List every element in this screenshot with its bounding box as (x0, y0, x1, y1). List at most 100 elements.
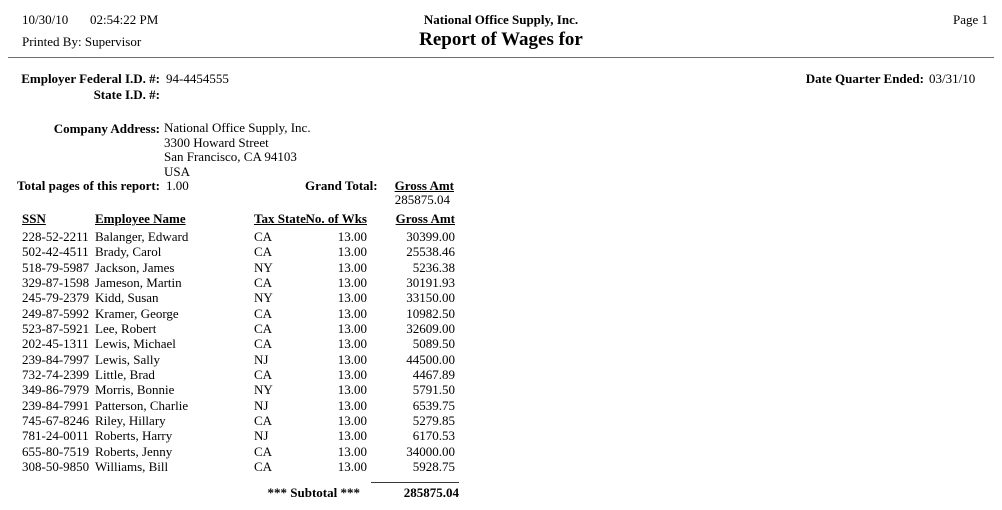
cell-gross-amt: 5928.75 (412, 458, 455, 474)
cell-gross-amt: 30191.93 (406, 274, 455, 290)
header-divider (8, 57, 994, 58)
cell-tax-state: NJ (254, 428, 269, 444)
cell-gross-amt: 32609.00 (406, 320, 455, 336)
cell-gross-amt: 4467.89 (412, 366, 455, 382)
federal-id-value: 94-4454555 (166, 71, 229, 86)
cell-ssn: 245-79-2379 (22, 290, 90, 306)
cell-no-of-wks: 13.00 (337, 458, 367, 474)
report-title: Report of Wages for (419, 29, 583, 50)
cell-no-of-wks: 13.00 (337, 351, 367, 367)
cell-ssn: 655-80-7519 (22, 443, 90, 459)
cell-gross-amt: 10982.50 (406, 305, 455, 321)
cell-no-of-wks: 13.00 (337, 320, 367, 336)
cell-no-of-wks: 13.00 (337, 382, 367, 398)
cell-tax-state: NY (254, 382, 273, 398)
cell-employee-name: Jackson, James (95, 259, 175, 275)
gross-amt-header-text: Gross Amt (394, 178, 454, 193)
subtotal-rule (371, 482, 459, 483)
header-employee-name: Employee Name (95, 211, 186, 226)
header-no-of-wks: No. of Wks (305, 211, 367, 226)
cell-no-of-wks: 13.00 (337, 412, 367, 428)
cell-gross-amt: 5279.85 (412, 412, 455, 428)
table-row: 239-84-7991 Patterson, Charlie NJ 13.00 … (0, 398, 1002, 413)
cell-ssn: 781-24-0011 (22, 428, 89, 444)
cell-ssn: 329-87-1598 (22, 274, 90, 290)
table-row: 245-79-2379 Kidd, Susan NY 13.00 33150.0… (0, 290, 1002, 305)
table-row: 349-86-7979 Morris, Bonnie NY 13.00 5791… (0, 382, 1002, 397)
cell-employee-name: Brady, Carol (95, 244, 162, 260)
quarter-ended-value: 03/31/10 (929, 71, 976, 86)
cell-no-of-wks: 13.00 (337, 229, 367, 244)
cell-employee-name: Roberts, Jenny (95, 443, 173, 459)
cell-gross-amt: 6170.53 (412, 428, 455, 444)
table-row: 239-84-7997 Lewis, Sally NJ 13.00 44500.… (0, 352, 1002, 367)
page-number: Page 1 (952, 12, 988, 27)
cell-ssn: 518-79-5987 (22, 259, 90, 275)
cell-gross-amt: 6539.75 (412, 397, 455, 413)
cell-tax-state: CA (254, 412, 273, 428)
header-gross-amt: Gross Amt (395, 211, 455, 226)
cell-ssn: 202-45-1311 (22, 336, 89, 352)
subtotal-value: 285875.04 (403, 485, 459, 500)
cell-tax-state: CA (254, 366, 273, 382)
cell-gross-amt: 25538.46 (406, 244, 455, 260)
cell-tax-state: CA (254, 244, 273, 260)
print-time: 02:54:22 PM (90, 12, 159, 27)
state-id-label: State I.D. #: (93, 87, 160, 102)
cell-employee-name: Little, Brad (95, 366, 155, 382)
address-line: 3300 Howard Street (164, 134, 269, 150)
cell-employee-name: Patterson, Charlie (95, 397, 189, 413)
table-row: 732-74-2399 Little, Brad CA 13.00 4467.8… (0, 367, 1002, 382)
wage-table: SSN Employee Name Tax State No. of Wks G… (0, 211, 1002, 474)
cell-employee-name: Roberts, Harry (95, 428, 173, 444)
cell-tax-state: CA (254, 336, 273, 352)
table-row: 329-87-1598 Jameson, Martin CA 13.00 301… (0, 275, 1002, 290)
cell-ssn: 239-84-7991 (22, 397, 90, 413)
printed-by: Printed By: Supervisor (22, 34, 142, 49)
header-tax-state: Tax State (254, 211, 306, 226)
cell-gross-amt: 5089.50 (412, 336, 455, 352)
cell-ssn: 523-87-5921 (22, 320, 90, 336)
header-ssn: SSN (22, 211, 46, 226)
cell-gross-amt: 33150.00 (406, 290, 455, 306)
cell-employee-name: Lee, Robert (95, 320, 157, 336)
subtotal-label: *** Subtotal *** (267, 485, 360, 500)
cell-employee-name: Lewis, Sally (95, 351, 160, 367)
cell-employee-name: Balanger, Edward (95, 229, 189, 244)
cell-tax-state: NJ (254, 351, 269, 367)
grand-total-value: 285875.04 (394, 192, 450, 207)
employee-rows: 228-52-2211 Balanger, Edward CA 13.00 30… (0, 229, 1002, 474)
cell-ssn: 249-87-5992 (22, 305, 90, 321)
cell-ssn: 349-86-7979 (22, 382, 90, 398)
cell-employee-name: Lewis, Michael (95, 336, 176, 352)
cell-no-of-wks: 13.00 (337, 428, 367, 444)
cell-employee-name: Kramer, George (95, 305, 179, 321)
cell-tax-state: CA (254, 443, 273, 459)
cell-tax-state: CA (254, 305, 273, 321)
cell-employee-name: Jameson, Martin (95, 274, 182, 290)
cell-no-of-wks: 13.00 (337, 397, 367, 413)
cell-ssn: 502-42-4511 (22, 244, 89, 260)
cell-ssn: 239-84-7997 (22, 351, 90, 367)
cell-no-of-wks: 13.00 (337, 244, 367, 260)
table-row: 308-50-9850 Williams, Bill CA 13.00 5928… (0, 459, 1002, 474)
cell-tax-state: NY (254, 259, 273, 275)
cell-employee-name: Riley, Hillary (95, 412, 166, 428)
table-row: 523-87-5921 Lee, Robert CA 13.00 32609.0… (0, 321, 1002, 336)
cell-employee-name: Williams, Bill (95, 458, 169, 474)
cell-tax-state: NJ (254, 397, 269, 413)
company-title: National Office Supply, Inc. (423, 12, 579, 27)
federal-id-label: Employer Federal I.D. #: (21, 71, 160, 86)
table-row: 202-45-1311 Lewis, Michael CA 13.00 5089… (0, 336, 1002, 351)
cell-tax-state: CA (254, 274, 273, 290)
cell-no-of-wks: 13.00 (337, 290, 367, 306)
cell-tax-state: CA (254, 320, 273, 336)
table-row: 502-42-4511 Brady, Carol CA 13.00 25538.… (0, 244, 1002, 259)
cell-gross-amt: 5791.50 (412, 382, 455, 398)
print-date: 10/30/10 (22, 12, 69, 27)
table-header-row: SSN Employee Name Tax State No. of Wks G… (0, 211, 1002, 227)
cell-no-of-wks: 13.00 (337, 274, 367, 290)
cell-employee-name: Morris, Bonnie (95, 382, 175, 398)
cell-no-of-wks: 13.00 (337, 259, 367, 275)
cell-tax-state: CA (254, 458, 273, 474)
